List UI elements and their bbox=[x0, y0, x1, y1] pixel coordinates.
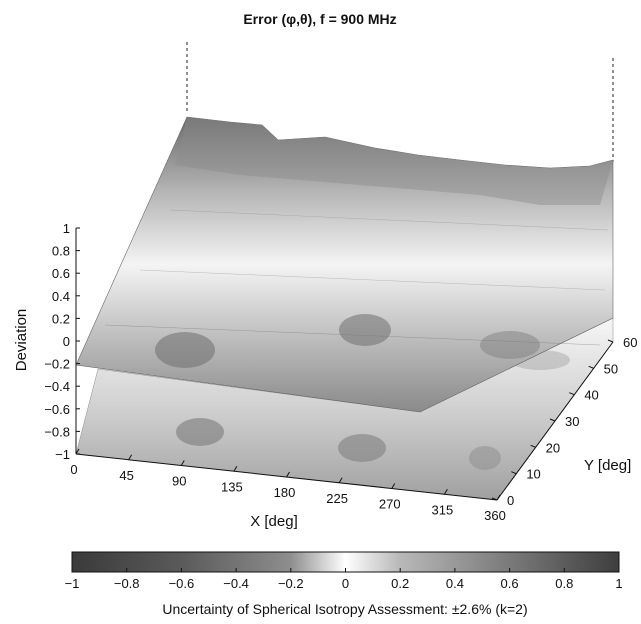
colorbar-tick-label: −1 bbox=[65, 576, 80, 591]
y-tick-mark bbox=[569, 392, 575, 396]
y-tick-label: 50 bbox=[604, 361, 618, 376]
z-tick-label: −0.4 bbox=[44, 379, 70, 394]
z-tick-label: 0.2 bbox=[52, 311, 70, 326]
x-tick-label: 90 bbox=[172, 474, 186, 489]
x-tick-mark bbox=[180, 460, 185, 466]
y-axis-ticks: 0 10 20 30 40 50 60 bbox=[491, 335, 637, 508]
z-tick-label: −0.8 bbox=[44, 424, 70, 439]
x-tick-label: 180 bbox=[274, 485, 296, 500]
y-tick-label: 10 bbox=[526, 467, 540, 482]
z-axis-label: Deviation bbox=[13, 309, 30, 372]
x-tick-mark bbox=[391, 483, 396, 489]
x-tick-label: 270 bbox=[379, 497, 401, 512]
chart-title: Error (φ,θ), f = 900 MHz bbox=[243, 11, 396, 27]
x-axis-ticks: 0 45 90 135 180 225 270 315 360 bbox=[70, 448, 506, 523]
colorbar-tick-label: 1 bbox=[615, 576, 622, 591]
z-tick-label: 0 bbox=[63, 334, 70, 349]
colorbar-tick-label: −0.2 bbox=[278, 576, 304, 591]
colorbar-tick-label: 0.6 bbox=[501, 576, 519, 591]
y-tick-label: 30 bbox=[565, 414, 579, 429]
lower-surface bbox=[75, 317, 614, 501]
colorbar-tick-label: 0 bbox=[342, 576, 349, 591]
upper-surface bbox=[75, 116, 614, 413]
x-tick-label: 45 bbox=[119, 468, 133, 483]
colorbar-tick-label: 0.8 bbox=[555, 576, 573, 591]
x-tick-mark bbox=[338, 477, 343, 484]
y-tick-mark bbox=[549, 418, 556, 422]
x-tick-mark bbox=[286, 471, 290, 478]
x-tick-mark bbox=[443, 488, 448, 495]
x-tick-mark bbox=[233, 465, 238, 472]
y-axis-label: Y [deg] bbox=[584, 457, 631, 474]
y-tick-mark bbox=[491, 497, 498, 501]
z-axis-ticks: 1 0.8 0.6 0.4 0.2 0 −0.2 −0.4 −0.6 −0.8 −1 bbox=[44, 221, 80, 462]
x-axis-label: X [deg] bbox=[250, 513, 298, 530]
colorbar-tick-label: −0.8 bbox=[114, 576, 140, 591]
z-tick-label: −0.2 bbox=[44, 357, 70, 372]
colorbar-tick-label: −0.4 bbox=[223, 576, 249, 591]
y-tick-mark bbox=[607, 339, 614, 343]
z-tick-label: −0.6 bbox=[44, 402, 70, 417]
colorbar-tick-label: 0.4 bbox=[446, 576, 464, 591]
x-tick-mark bbox=[75, 448, 80, 455]
colorbar-tick-label: −0.6 bbox=[169, 576, 195, 591]
x-tick-label: 360 bbox=[484, 508, 506, 523]
x-tick-label: 315 bbox=[432, 502, 454, 517]
z-tick-label: 1 bbox=[63, 221, 70, 236]
y-tick-label: 60 bbox=[623, 335, 637, 350]
y-tick-label: 0 bbox=[507, 493, 514, 508]
z-tick-label: −1 bbox=[55, 447, 70, 462]
x-tick-label: 135 bbox=[221, 479, 243, 494]
y-tick-mark bbox=[511, 471, 517, 475]
colorbar-tick-label: 0.2 bbox=[391, 576, 409, 591]
x-tick-label: 225 bbox=[326, 491, 348, 506]
colorbar-ticks: −1 −0.8 −0.6 −0.4 −0.2 0 0.2 0.4 0.6 0.8 1 bbox=[65, 568, 623, 591]
y-tick-label: 20 bbox=[546, 440, 560, 455]
uncertainty-caption: Uncertainty of Spherical Isotropy Assess… bbox=[162, 601, 527, 617]
x-tick-label: 0 bbox=[70, 462, 77, 477]
z-tick-label: 0.8 bbox=[52, 244, 70, 259]
x-tick-mark bbox=[128, 454, 133, 461]
y-tick-label: 40 bbox=[584, 388, 598, 403]
y-tick-mark bbox=[530, 444, 536, 448]
z-tick-label: 0.6 bbox=[52, 266, 70, 281]
z-tick-label: 0.4 bbox=[52, 289, 70, 304]
y-tick-mark bbox=[588, 365, 594, 369]
